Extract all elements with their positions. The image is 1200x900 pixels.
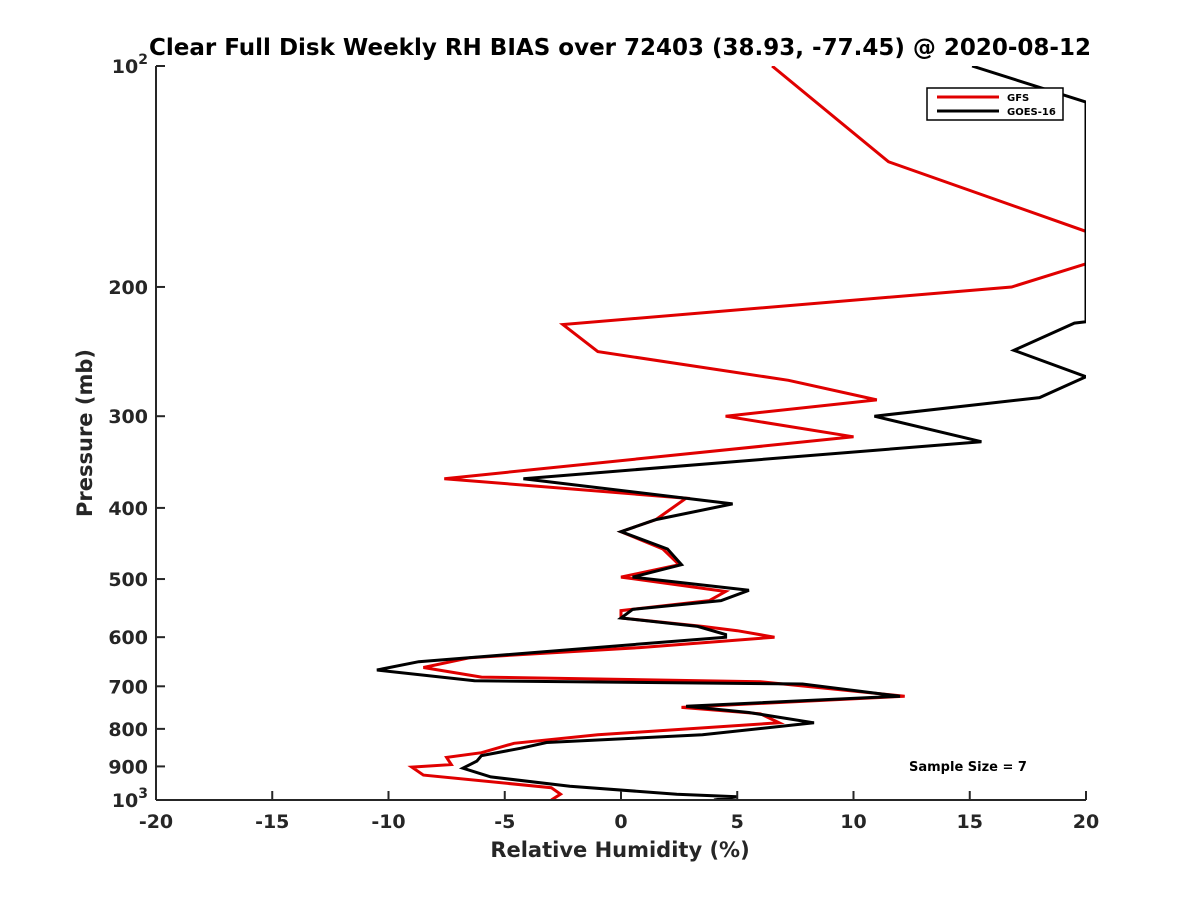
series-line-goes-16 <box>376 66 1086 800</box>
x-tick-label: 5 <box>731 811 744 833</box>
x-tick-label: 10 <box>840 811 866 833</box>
legend-box <box>926 87 1064 121</box>
y-axis-label: Pressure (mb) <box>73 349 97 517</box>
y-tick-label: 700 <box>108 676 148 698</box>
x-tick-label: -10 <box>371 811 405 833</box>
x-tick-label: 0 <box>614 811 627 833</box>
sample-size-annotation: Sample Size = 7 <box>909 760 1027 775</box>
y-tick-label: 800 <box>108 719 148 741</box>
x-tick-label: -5 <box>494 811 515 833</box>
y-tick-label: 400 <box>108 498 148 520</box>
y-tick-label: 200 <box>108 277 148 299</box>
y-tick-label: 102 <box>112 52 148 78</box>
legend: GFS GOES-16 <box>926 87 1064 121</box>
y-tick-label: 500 <box>108 569 148 591</box>
plot-area: -20 -15 -10 -5 0 5 10 15 20 102 200 300 400 500 600 700… <box>108 52 1099 833</box>
x-axis-label: Relative Humidity (%) <box>490 838 749 862</box>
x-tick-label: 20 <box>1073 811 1099 833</box>
x-tick-label: 15 <box>957 811 983 833</box>
series-line-gfs <box>407 66 1086 800</box>
y-tick-label: 300 <box>108 406 148 428</box>
y-tick-label: 600 <box>108 627 148 649</box>
legend-label: GFS <box>1007 93 1029 104</box>
legend-label: GOES-16 <box>1007 107 1056 118</box>
x-tick-label: -20 <box>139 811 173 833</box>
chart-title: Clear Full Disk Weekly RH BIAS over 7240… <box>149 35 1091 61</box>
y-tick-label: 900 <box>108 756 148 778</box>
y-tick-label: 103 <box>112 786 148 812</box>
x-tick-label: -15 <box>255 811 289 833</box>
